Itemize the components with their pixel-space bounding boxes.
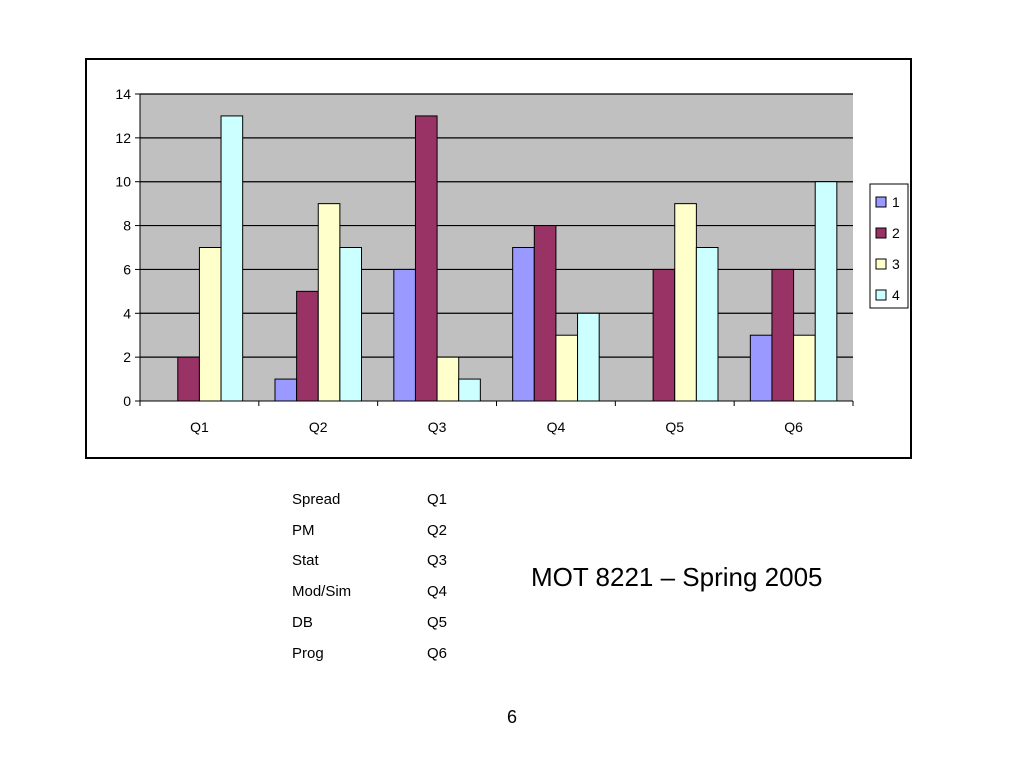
x-tick-label: Q4 [547,419,566,435]
question-code: Q6 [427,644,448,662]
y-tick-label: 0 [123,393,131,409]
question-code: Q3 [427,552,448,570]
legend-label: 2 [892,225,900,241]
bar-series-3-Q1 [198,247,222,402]
y-tick-label: 4 [123,305,131,321]
bar-series-2-Q3 [414,115,438,402]
bar-series-1-Q2 [274,378,298,402]
gridlines [140,93,853,358]
legend-label: 1 [892,194,900,210]
bars [177,115,838,402]
topic-label: Stat [292,552,319,570]
bar-series-4-Q2 [339,247,363,402]
legend-swatch [875,196,887,208]
legend-label: 4 [892,287,900,303]
x-tick-label: Q3 [428,419,447,435]
legend-swatch [875,289,887,301]
bar-series-4-Q1 [220,115,244,402]
x-tick-label: Q1 [190,419,209,435]
bar-series-1-Q6 [749,334,773,402]
x-tick-labels: Q1 Q2 Q3 Q4 Q5 Q6 [190,419,803,435]
x-tick-label: Q6 [784,419,803,435]
bar-series-2-Q4 [533,225,557,402]
bar-series-4-Q4 [577,312,600,402]
x-tick-label: Q2 [309,419,328,435]
legend: 1 2 3 4 [869,183,909,309]
y-tick-label: 6 [123,261,131,277]
table-row: Spread Q1 [292,484,447,515]
bar-series-3-Q5 [674,203,697,402]
table-row: DB Q5 [292,607,447,638]
x-tick-label: Q5 [665,419,684,435]
table-row: Mod/Sim Q4 [292,576,447,607]
bar-series-1-Q4 [512,247,535,402]
legend-swatch [875,258,887,270]
bar-series-2-Q5 [652,268,676,402]
bar-series-4-Q3 [458,378,481,402]
axes [135,93,854,406]
bar-series-4-Q6 [814,181,838,402]
question-code: Q4 [427,583,448,601]
plot-area [140,94,853,401]
topic-label: Spread [292,490,341,508]
legend-label: 3 [892,256,900,272]
y-tick-label: 10 [115,174,131,190]
topic-label: PM [292,521,315,539]
question-code: Q2 [427,521,448,539]
bar-series-2-Q1 [177,356,200,402]
bar-series-1-Q3 [393,268,416,402]
bar-series-4-Q5 [695,247,719,402]
bar-series-3-Q2 [317,203,341,402]
y-tick-labels: 0 2 4 6 8 10 12 14 [115,86,131,409]
topic-label: DB [292,614,313,632]
slide-title: MOT 8221 – Spring 2005 [531,562,823,592]
question-code: Q1 [427,490,448,508]
question-code: Q5 [427,614,448,632]
legend-swatch [875,227,887,239]
y-tick-label: 12 [115,130,131,146]
bar-series-3-Q4 [555,334,579,402]
topic-label: Prog [292,644,324,662]
bar-series-2-Q2 [296,290,319,402]
table-row: PM Q2 [292,515,447,546]
table-row: Prog Q6 [292,638,447,669]
bar-series-3-Q3 [436,356,460,402]
bar-series-2-Q6 [771,268,795,402]
table-row: Stat Q3 [292,546,447,577]
question-mapping-table: Spread Q1 PM Q2 Stat Q3 Mod/Sim Q4 DB Q5… [292,484,447,669]
page-number: 6 [506,707,517,727]
y-tick-label: 8 [123,218,131,234]
y-tick-label: 14 [115,86,131,102]
bar-series-3-Q6 [793,334,816,402]
topic-label: Mod/Sim [292,583,352,601]
y-tick-label: 2 [123,349,131,365]
